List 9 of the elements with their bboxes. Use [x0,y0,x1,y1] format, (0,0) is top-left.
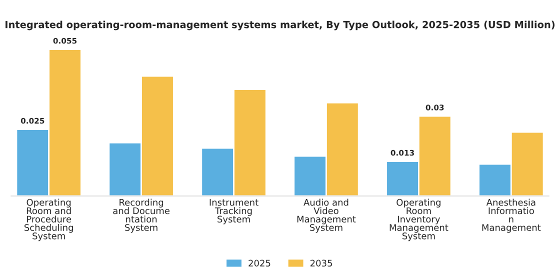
x-tick-label: Operating Room Inventory Management System [390,198,448,242]
x-tick-label: Instrument Tracking System [210,199,258,224]
chart-title: Integrated operating-room-management systems market, By Type Outlook, 2025-2035 (USD Million) [6,20,555,30]
x-tick-label: Operating Room and Procedure Scheduling System [24,198,73,242]
legend-label: 2025 [248,260,270,267]
x-tick-label: Anesthesia Informatio n Management [482,198,541,233]
x-tick-label: Audio and Video Management System [297,198,356,233]
legend-label: 2035 [310,260,332,267]
x-tick-label: Recording and Docume ntation System [113,198,170,233]
